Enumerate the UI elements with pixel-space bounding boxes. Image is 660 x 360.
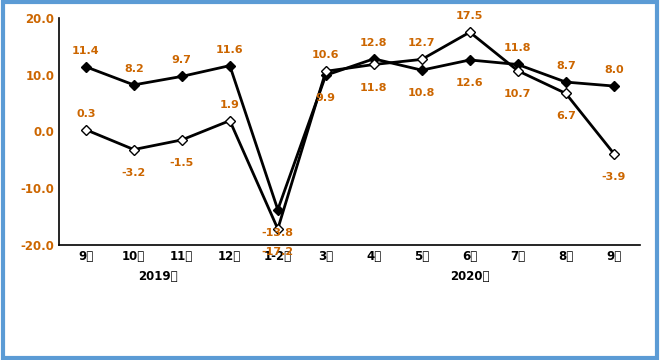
Text: 12.6: 12.6 [456,78,484,88]
出口交货值 [370,62,378,67]
增加值 [226,63,234,68]
Text: 1.9: 1.9 [220,99,240,109]
Text: -3.2: -3.2 [121,168,146,177]
Text: 10.8: 10.8 [408,88,436,98]
出口交货值 [418,57,426,62]
增加值 [466,58,474,62]
出口交货值 [466,30,474,34]
增加值 [82,64,90,69]
增加值 [610,84,618,88]
Text: 9.9: 9.9 [315,93,336,103]
出口交货值 [322,69,330,73]
Text: 8.2: 8.2 [124,64,144,74]
Text: 17.5: 17.5 [456,11,484,21]
Text: 2019年: 2019年 [138,270,178,283]
Text: 12.7: 12.7 [408,38,436,48]
Text: 10.6: 10.6 [312,50,339,60]
增加值 [274,207,282,212]
Text: 11.6: 11.6 [216,45,244,54]
增加值 [322,73,330,77]
Text: 11.8: 11.8 [504,44,531,53]
Text: -13.8: -13.8 [262,228,294,238]
增加值 [370,57,378,61]
Text: -17.2: -17.2 [262,247,294,257]
Text: -1.5: -1.5 [170,158,194,168]
增加值 [130,83,138,87]
Text: 2020年: 2020年 [450,270,490,283]
Line: 出口交货值: 出口交货值 [82,28,618,233]
Text: 12.8: 12.8 [360,38,387,48]
Text: 8.7: 8.7 [556,61,576,71]
增加值 [418,68,426,72]
Text: 0.3: 0.3 [76,109,96,118]
Text: -3.9: -3.9 [602,172,626,181]
出口交货值 [82,127,90,132]
Text: 8.0: 8.0 [604,65,624,75]
Text: 6.7: 6.7 [556,112,576,121]
Text: 10.7: 10.7 [504,89,531,99]
出口交货值 [562,91,570,95]
出口交货值 [610,151,618,156]
增加值 [562,80,570,84]
出口交货值 [130,147,138,152]
Text: 11.4: 11.4 [72,46,100,56]
Text: 11.8: 11.8 [360,82,387,93]
出口交货值 [514,68,522,73]
Text: 9.7: 9.7 [172,55,192,65]
增加值 [514,62,522,67]
出口交货值 [226,118,234,123]
出口交货值 [178,138,185,142]
出口交货值 [274,227,282,231]
增加值 [178,74,185,78]
Line: 增加值: 增加值 [82,55,618,213]
